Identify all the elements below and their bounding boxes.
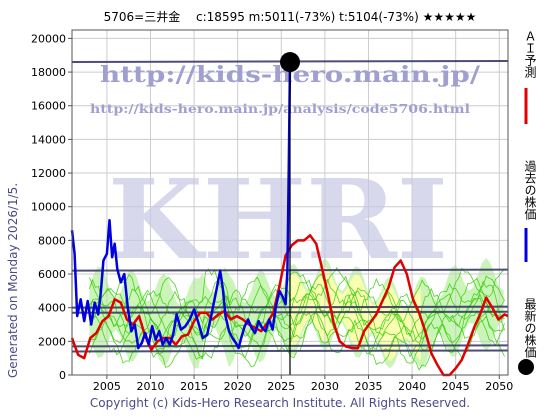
latest-price-marker — [280, 52, 300, 73]
y-tick-label: 6000 — [38, 268, 66, 281]
x-tick-label: 2010 — [136, 380, 164, 393]
x-tick-label: 2015 — [180, 380, 208, 393]
x-tick-label: 2020 — [224, 380, 252, 393]
y-tick-label: 2000 — [38, 335, 66, 348]
band-line — [89, 306, 505, 352]
y-tick-label: 20000 — [31, 32, 66, 45]
y-tick-label: 18000 — [31, 66, 66, 79]
band-line — [89, 293, 505, 358]
x-tick-label: 2050 — [485, 380, 513, 393]
chart-title: 5706=三井金 c:18595 m:5011(-73%) t:5104(-73… — [103, 10, 477, 24]
legend-latest-label: 最新の株価 — [523, 298, 537, 358]
band-line — [89, 275, 505, 338]
plot-frame — [71, 29, 509, 376]
y-tick-label: 10000 — [31, 201, 66, 214]
y-tick-label: 14000 — [31, 133, 66, 146]
x-tick-label: 2040 — [398, 380, 426, 393]
y-tick-label: 4000 — [38, 302, 66, 315]
x-tick-label: 2030 — [311, 380, 339, 393]
band-line — [89, 267, 505, 323]
y-tick-label: 12000 — [31, 167, 66, 180]
watermark-khri: KHRI — [108, 155, 448, 284]
past-price-line — [70, 62, 292, 350]
x-tick-label: 2005 — [93, 380, 121, 393]
generated-date-note: Generated on Monday 2026/1/5. — [6, 182, 20, 378]
x-tick-label: 2035 — [354, 380, 382, 393]
band-line — [89, 310, 505, 364]
y-tick-label: 16000 — [31, 100, 66, 113]
y-tick-label: 8000 — [38, 234, 66, 247]
legend-ai-label: ＡＩ予測 — [523, 30, 537, 79]
copyright-footer: Copyright (c) Kids-Hero Research Institu… — [89, 396, 471, 410]
y-tick-label: 0 — [59, 369, 66, 382]
legend-latest-swatch — [518, 359, 534, 375]
x-tick-label: 2045 — [442, 380, 470, 393]
legend-past-label: 過去の株価 — [523, 160, 537, 220]
x-tick-label: 2025 — [267, 380, 295, 393]
watermark-url-analysis: http://kids-hero.main.jp/analysis/code57… — [90, 102, 471, 116]
